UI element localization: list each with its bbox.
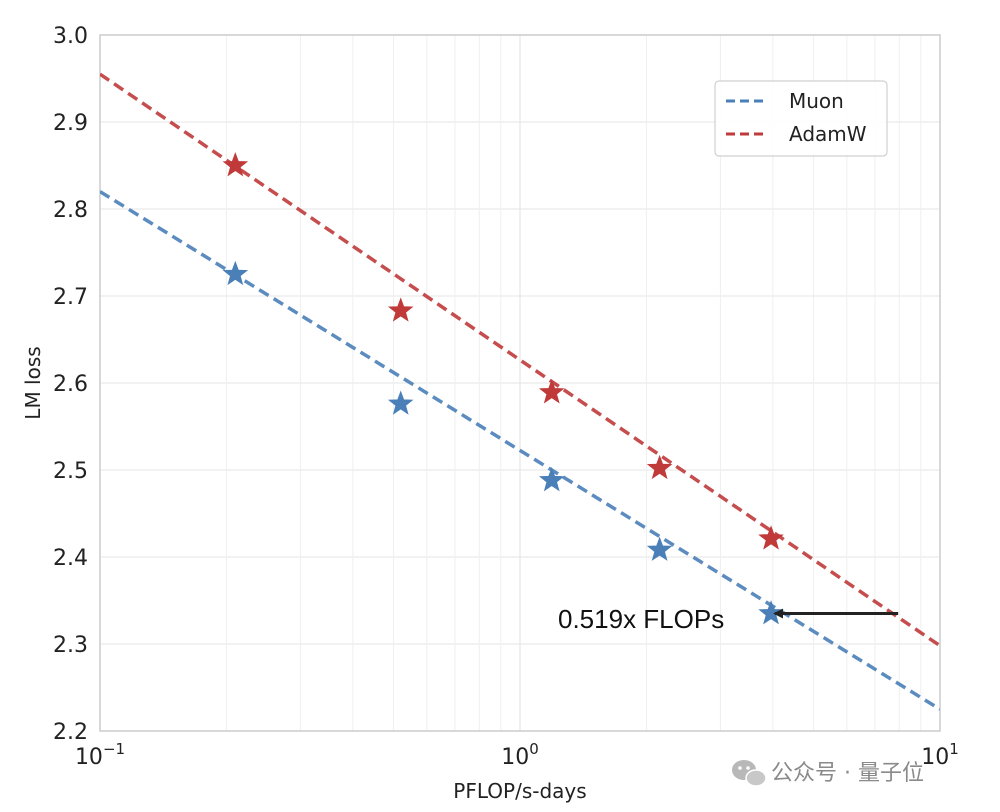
data-point-adamw [387,297,414,322]
x-tick-label: 100 [501,740,539,770]
plot-frame [99,34,941,732]
y-tick-label: 2.6 [53,372,88,397]
x-tick-label: 101 [921,740,959,770]
annotation-text: 0.519x FLOPs [558,604,724,634]
x-tick-label: 10−1 [75,740,125,770]
data-point-muon [538,466,565,492]
fit-lines [100,72,940,711]
legend: Muon AdamW [714,80,888,157]
x-tick-labels: 10−1 100 101 [75,740,959,770]
y-tick-label: 2.5 [53,459,88,484]
y-tick-label: 2.8 [53,198,88,223]
legend-label-adamw: AdamW [789,122,867,146]
legend-label-muon: Muon [789,89,844,113]
y-tick-label: 2.2 [53,720,88,745]
data-markers [222,152,784,625]
data-point-muon [387,390,414,415]
watermark-text: 公众号 · 量子位 [771,761,924,786]
data-point-adamw [222,152,249,177]
y-tick-label: 3.0 [53,24,88,49]
data-point-adamw [646,454,673,480]
y-axis-label: LM loss [21,346,45,419]
x-axis-label: PFLOP/s-days [453,779,586,803]
data-point-muon [222,260,249,286]
data-point-adamw [758,525,784,550]
annotation: 0.519x FLOPs [558,604,899,634]
y-tick-label: 2.9 [53,111,88,136]
fit-line-muon [100,190,940,711]
y-tick-label: 2.3 [53,633,88,658]
data-point-adamw [538,379,565,404]
data-point-muon [646,536,673,561]
wechat-icon [732,760,767,787]
y-tick-label: 2.4 [53,546,88,571]
y-tick-labels: 2.2 2.3 2.4 2.5 2.6 2.7 2.8 2.9 3.0 [53,24,88,745]
watermark: 公众号 · 量子位 [732,760,924,787]
y-tick-label: 2.7 [53,285,88,310]
